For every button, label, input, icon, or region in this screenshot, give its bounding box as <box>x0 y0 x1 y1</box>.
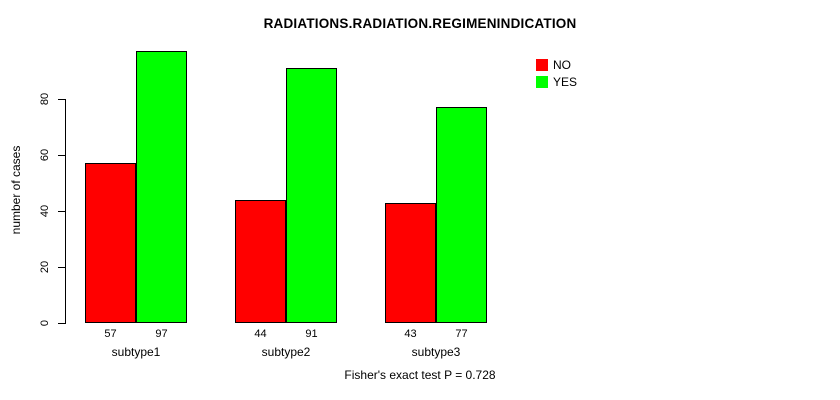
bar-value-label: 44 <box>254 328 267 340</box>
bar-value-label: 91 <box>305 328 318 340</box>
bar-yes-subtype2 <box>286 68 337 323</box>
legend-swatch-yes <box>536 76 548 88</box>
chart-title: RADIATIONS.RADIATION.REGIMENINDICATION <box>263 16 577 31</box>
bar-yes-subtype3 <box>436 107 487 323</box>
legend-label-yes: YES <box>553 75 578 89</box>
y-axis-tick-label: 80 <box>39 92 51 106</box>
y-axis-tick-label: 60 <box>39 148 51 162</box>
legend: NO YES <box>536 58 577 92</box>
y-axis-tick <box>58 267 65 268</box>
y-axis-tick-label: 40 <box>39 204 51 218</box>
bar-no-subtype2 <box>235 200 286 323</box>
y-axis-tick-label: 20 <box>39 260 51 274</box>
fisher-test-caption: Fisher's exact test P = 0.728 <box>344 368 496 382</box>
y-axis-label: number of cases <box>9 145 23 235</box>
bar-yes-subtype1 <box>136 51 187 323</box>
legend-swatch-no <box>536 59 548 71</box>
bar-no-subtype3 <box>385 203 436 323</box>
y-axis-tick <box>58 155 65 156</box>
y-axis-tick <box>58 211 65 212</box>
x-axis-category-label: subtype1 <box>111 345 161 359</box>
legend-item-yes: YES <box>536 75 577 89</box>
y-axis-tick-label: 0 <box>39 319 51 327</box>
y-axis-tick <box>58 99 65 100</box>
legend-label-no: NO <box>553 58 571 72</box>
bar-no-subtype1 <box>85 163 136 323</box>
bar-value-label: 97 <box>155 328 168 340</box>
bar-value-label: 57 <box>104 328 117 340</box>
y-axis-line <box>65 99 66 324</box>
bar-value-label: 43 <box>404 328 417 340</box>
legend-item-no: NO <box>536 58 577 72</box>
x-axis-category-label: subtype2 <box>261 345 311 359</box>
y-axis-tick <box>58 323 65 324</box>
bar-value-label: 77 <box>455 328 468 340</box>
x-axis-category-label: subtype3 <box>411 345 461 359</box>
